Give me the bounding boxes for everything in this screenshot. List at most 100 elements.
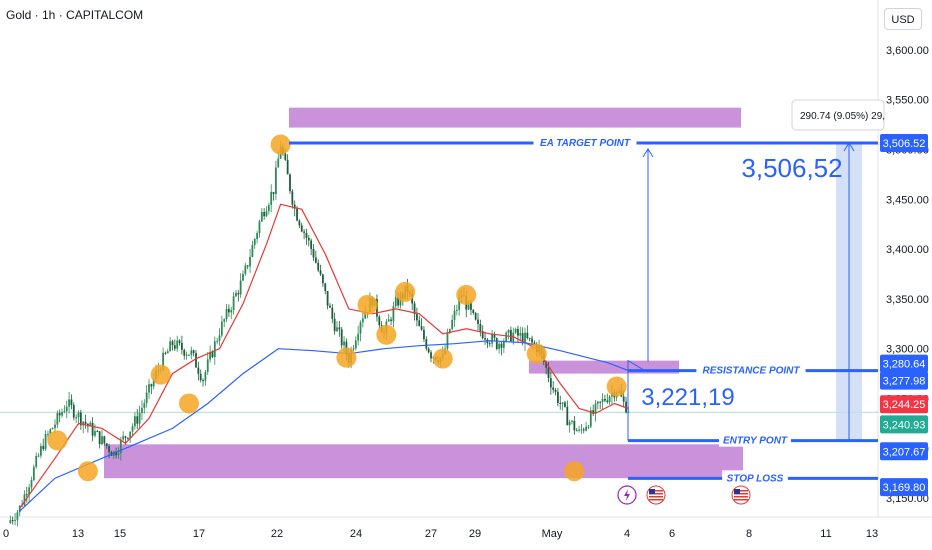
candle-body (265, 211, 268, 217)
swing-marker (178, 393, 199, 414)
candle-body (451, 319, 454, 330)
swing-marker (395, 281, 416, 302)
candle-body (23, 494, 26, 506)
candle-body (326, 290, 329, 306)
flag-stripe (734, 499, 748, 501)
candle-body (594, 403, 597, 414)
entry-value-label: 3,221,19 (641, 384, 734, 411)
candle-body (284, 153, 287, 160)
candle-body (138, 412, 141, 424)
level-label: EA TARGET POINT (540, 138, 631, 149)
candle-body (94, 431, 96, 436)
candle-body (237, 292, 240, 295)
candle-body (84, 421, 87, 425)
candle-body (317, 262, 320, 271)
candle-body (413, 303, 416, 315)
candle-body (324, 283, 327, 291)
measure-text: 290.74 (9.05%) 29, (800, 111, 885, 122)
price-badge (880, 371, 928, 390)
us-flag-event-icon[interactable] (731, 485, 751, 505)
candle-body (188, 354, 190, 356)
candle-body (378, 316, 381, 326)
candle-body (178, 340, 181, 343)
candle-body (190, 350, 193, 355)
candle-body (91, 422, 94, 436)
candle-body (37, 455, 40, 457)
candle-body (357, 333, 360, 341)
candle-body (599, 401, 602, 403)
candle-body (364, 312, 367, 319)
candle-body (9, 520, 12, 523)
candle-body (510, 330, 512, 342)
swing-marker (376, 324, 397, 345)
candle-body (77, 412, 80, 418)
flash-glyph (624, 489, 630, 501)
x-tick-label: 24 (350, 528, 362, 540)
us-flag-event-icon[interactable] (646, 485, 666, 505)
candle-body (249, 256, 251, 267)
ema-fast-line (19, 203, 629, 509)
price-badge (880, 354, 928, 373)
candle-body (54, 424, 56, 429)
candle-body (425, 339, 428, 349)
candle-body (192, 350, 195, 354)
x-tick-label: 13 (866, 528, 878, 540)
price-badge-text: 3,244.25 (883, 399, 926, 411)
x-tick-label: 17 (193, 528, 205, 540)
level-label: RESISTANCE POINT (702, 366, 800, 377)
candle-body (587, 426, 590, 428)
candle-body (573, 420, 576, 431)
flag-stripe (649, 496, 663, 498)
candle-body (589, 410, 592, 427)
candle-body (354, 340, 357, 349)
support-zone (104, 444, 743, 479)
candle-body (126, 437, 129, 439)
candle-body (11, 520, 14, 522)
candle-body (498, 343, 501, 349)
candle-body (307, 237, 310, 241)
candle-body (446, 333, 449, 349)
candle-body (524, 332, 526, 344)
candle-body (502, 341, 505, 348)
candle-body (549, 378, 552, 388)
candle-body (427, 348, 430, 353)
candle-body (526, 332, 529, 338)
swing-marker (150, 364, 171, 385)
candle-body (491, 334, 493, 344)
candle-body (387, 319, 390, 322)
y-tick-label: 3,350.00 (886, 294, 929, 306)
price-badge-text: 3,169.80 (883, 482, 926, 494)
candle-body (566, 406, 569, 426)
candle-body (131, 426, 134, 432)
x-tick-label: 22 (271, 528, 283, 540)
candle-body (148, 384, 150, 393)
candle-body (82, 421, 85, 426)
candle-body (185, 354, 188, 356)
candle-body (169, 341, 172, 352)
candle-body (79, 412, 82, 426)
candle-body (277, 158, 280, 168)
x-tick-label: 6 (669, 528, 675, 540)
currency-button[interactable]: USD (884, 8, 922, 30)
candle-body (51, 428, 54, 430)
x-tick-label: 13 (72, 528, 84, 540)
candle-body (42, 445, 45, 450)
candle-body (495, 338, 498, 349)
x-tick-label: 11 (820, 528, 831, 540)
candle-body (470, 302, 472, 310)
candle-body (58, 413, 61, 416)
top-zone (289, 107, 741, 128)
flag-stripe (734, 490, 748, 492)
candle-body (28, 487, 31, 495)
candle-body (246, 265, 249, 267)
y-tick-label: 3,550.00 (886, 95, 929, 107)
candle-body (289, 174, 291, 192)
candle-body (343, 341, 345, 346)
candle-body (397, 297, 399, 306)
candle-body (235, 292, 237, 297)
candle-body (143, 403, 146, 409)
swing-marker (564, 461, 585, 482)
candle-body (199, 373, 202, 381)
measure-tooltip (791, 99, 885, 131)
